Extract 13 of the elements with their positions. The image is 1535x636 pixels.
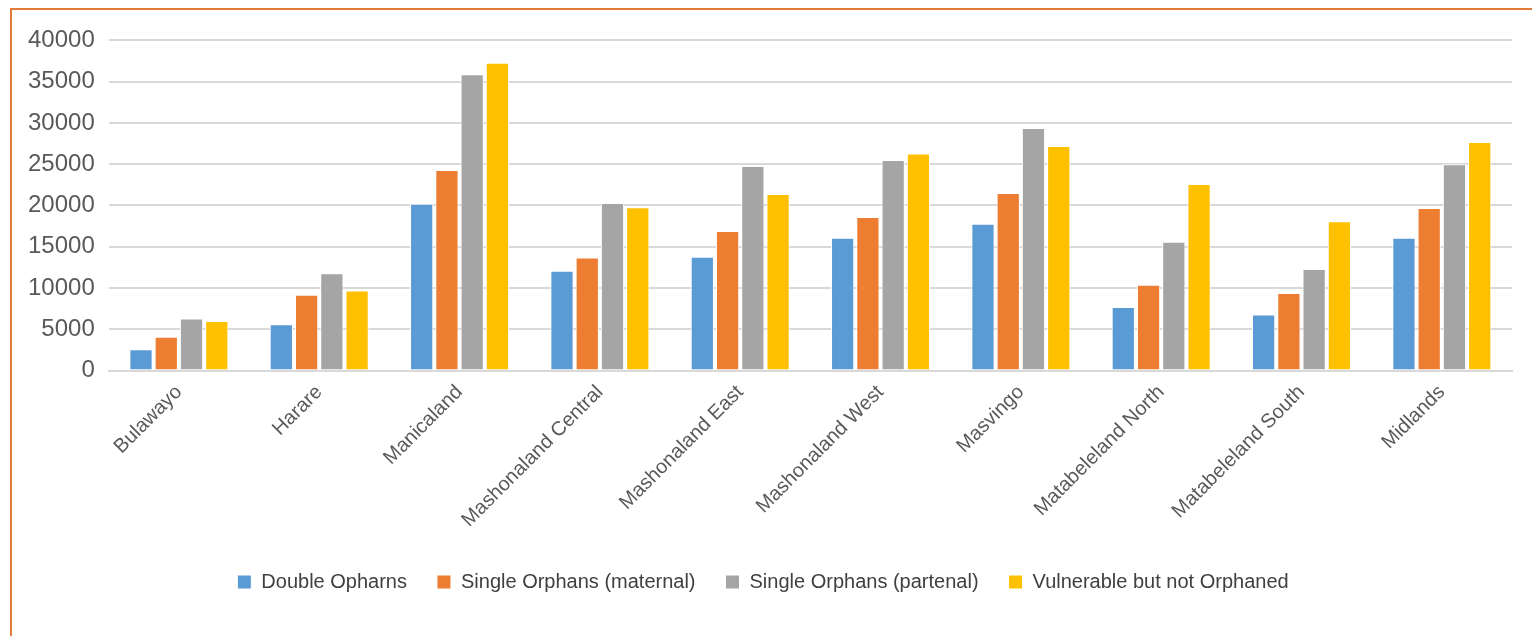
y-tick-label: 30000	[27, 107, 95, 135]
legend-label: Double Opharns	[261, 569, 407, 592]
y-tick-label: 0	[81, 355, 95, 383]
y-tick-label: 10000	[27, 272, 95, 300]
y-tick-label: 20000	[27, 190, 95, 218]
y-tick-label: 35000	[27, 66, 95, 94]
legend-label: Single Orphans (maternal)	[460, 569, 696, 592]
y-tick-label: 40000	[27, 25, 95, 53]
y-tick-label: 15000	[27, 231, 95, 259]
y-tick-label: 25000	[27, 148, 95, 176]
legend-label: Vulnerable but not Orphaned	[1032, 569, 1289, 592]
legend-label: Single Orphans (partenal)	[749, 569, 979, 592]
y-tick-label: 5000	[41, 313, 95, 341]
